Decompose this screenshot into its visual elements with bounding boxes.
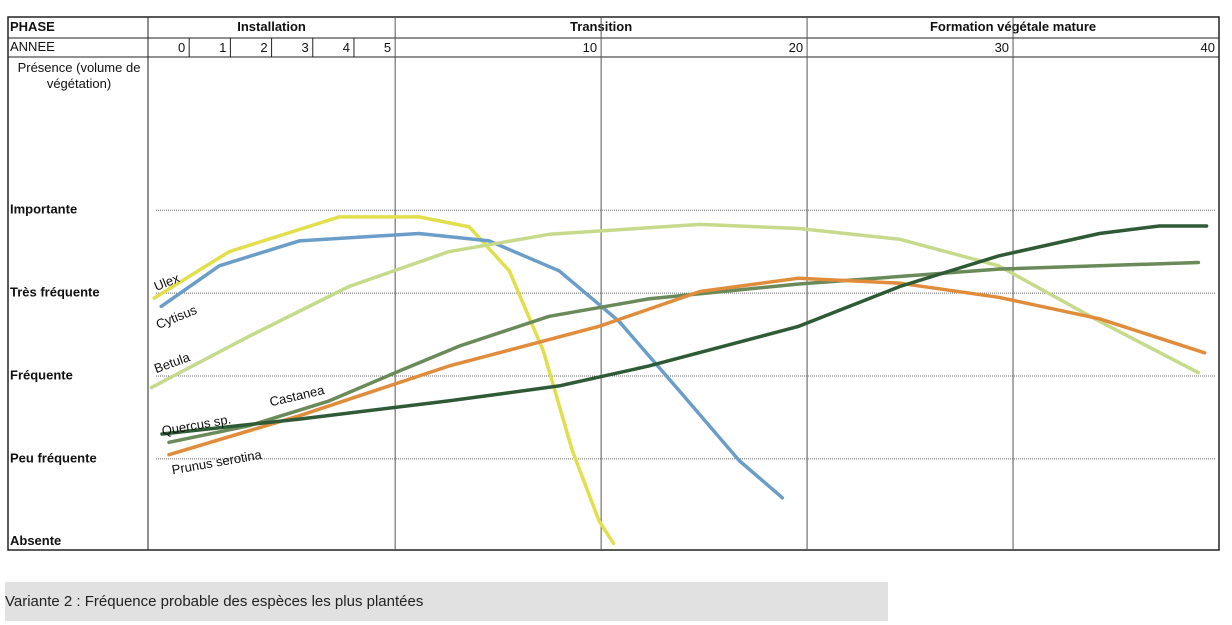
year-header: ANNEE [10, 39, 55, 54]
y-tick-label: Absente [10, 533, 61, 548]
caption: Variante 2 : Fréquence probable des espè… [5, 582, 888, 621]
series-line [160, 224, 1209, 436]
x-tick-label: 20 [789, 40, 803, 55]
series-label: Quercus sp. [161, 411, 233, 438]
series-line [152, 215, 616, 546]
phase-header: PHASE [10, 19, 55, 34]
x-tick-label: 3 [302, 40, 309, 55]
x-tick-label: 4 [343, 40, 350, 55]
x-tick-label: 0 [178, 40, 185, 55]
y-tick-label: Peu fréquente [10, 450, 97, 465]
phase-label: Installation [237, 19, 306, 34]
series-label: Betula [152, 349, 192, 376]
y-tick-label: Importante [10, 202, 77, 217]
x-tick-label: 30 [995, 40, 1009, 55]
series-line [149, 222, 1201, 390]
y-tick-label: Très fréquente [10, 285, 100, 300]
series-line [167, 260, 1201, 445]
x-tick-label: 1 [219, 40, 226, 55]
x-tick-label: 40 [1201, 40, 1215, 55]
y-axis-title: Présence (volume de végétation) [17, 60, 141, 91]
y-tick-label: Fréquente [10, 367, 73, 382]
frame [7, 16, 1220, 551]
x-tick-label: 2 [260, 40, 267, 55]
x-tick-label: 10 [583, 40, 597, 55]
x-tick-label: 5 [384, 40, 391, 55]
series-line [159, 231, 785, 500]
series-line [167, 276, 1207, 457]
